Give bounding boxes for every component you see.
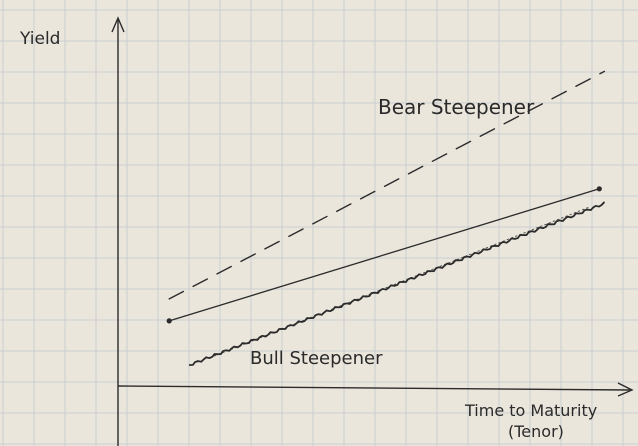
y-axis-arrowhead [111, 16, 125, 33]
annotation-bear-steepener: Bear Steepener [378, 95, 535, 119]
x-axis-label-sub: (Tenor) [508, 422, 564, 441]
series-point-base-end [596, 186, 602, 192]
x-axis-line [117, 385, 631, 391]
annotation-bull-steepener: Bull Steepener [250, 348, 383, 369]
series-line-bear [168, 70, 606, 300]
series-point-base-start [166, 318, 172, 324]
x-axis-label: Time to Maturity [464, 401, 597, 420]
series-line-base [168, 188, 600, 322]
x-axis-arrowhead [617, 382, 634, 397]
y-axis-label: Yield [19, 29, 60, 49]
series-line-bull [188, 201, 605, 366]
series-layer [166, 70, 606, 366]
axes [111, 16, 634, 446]
